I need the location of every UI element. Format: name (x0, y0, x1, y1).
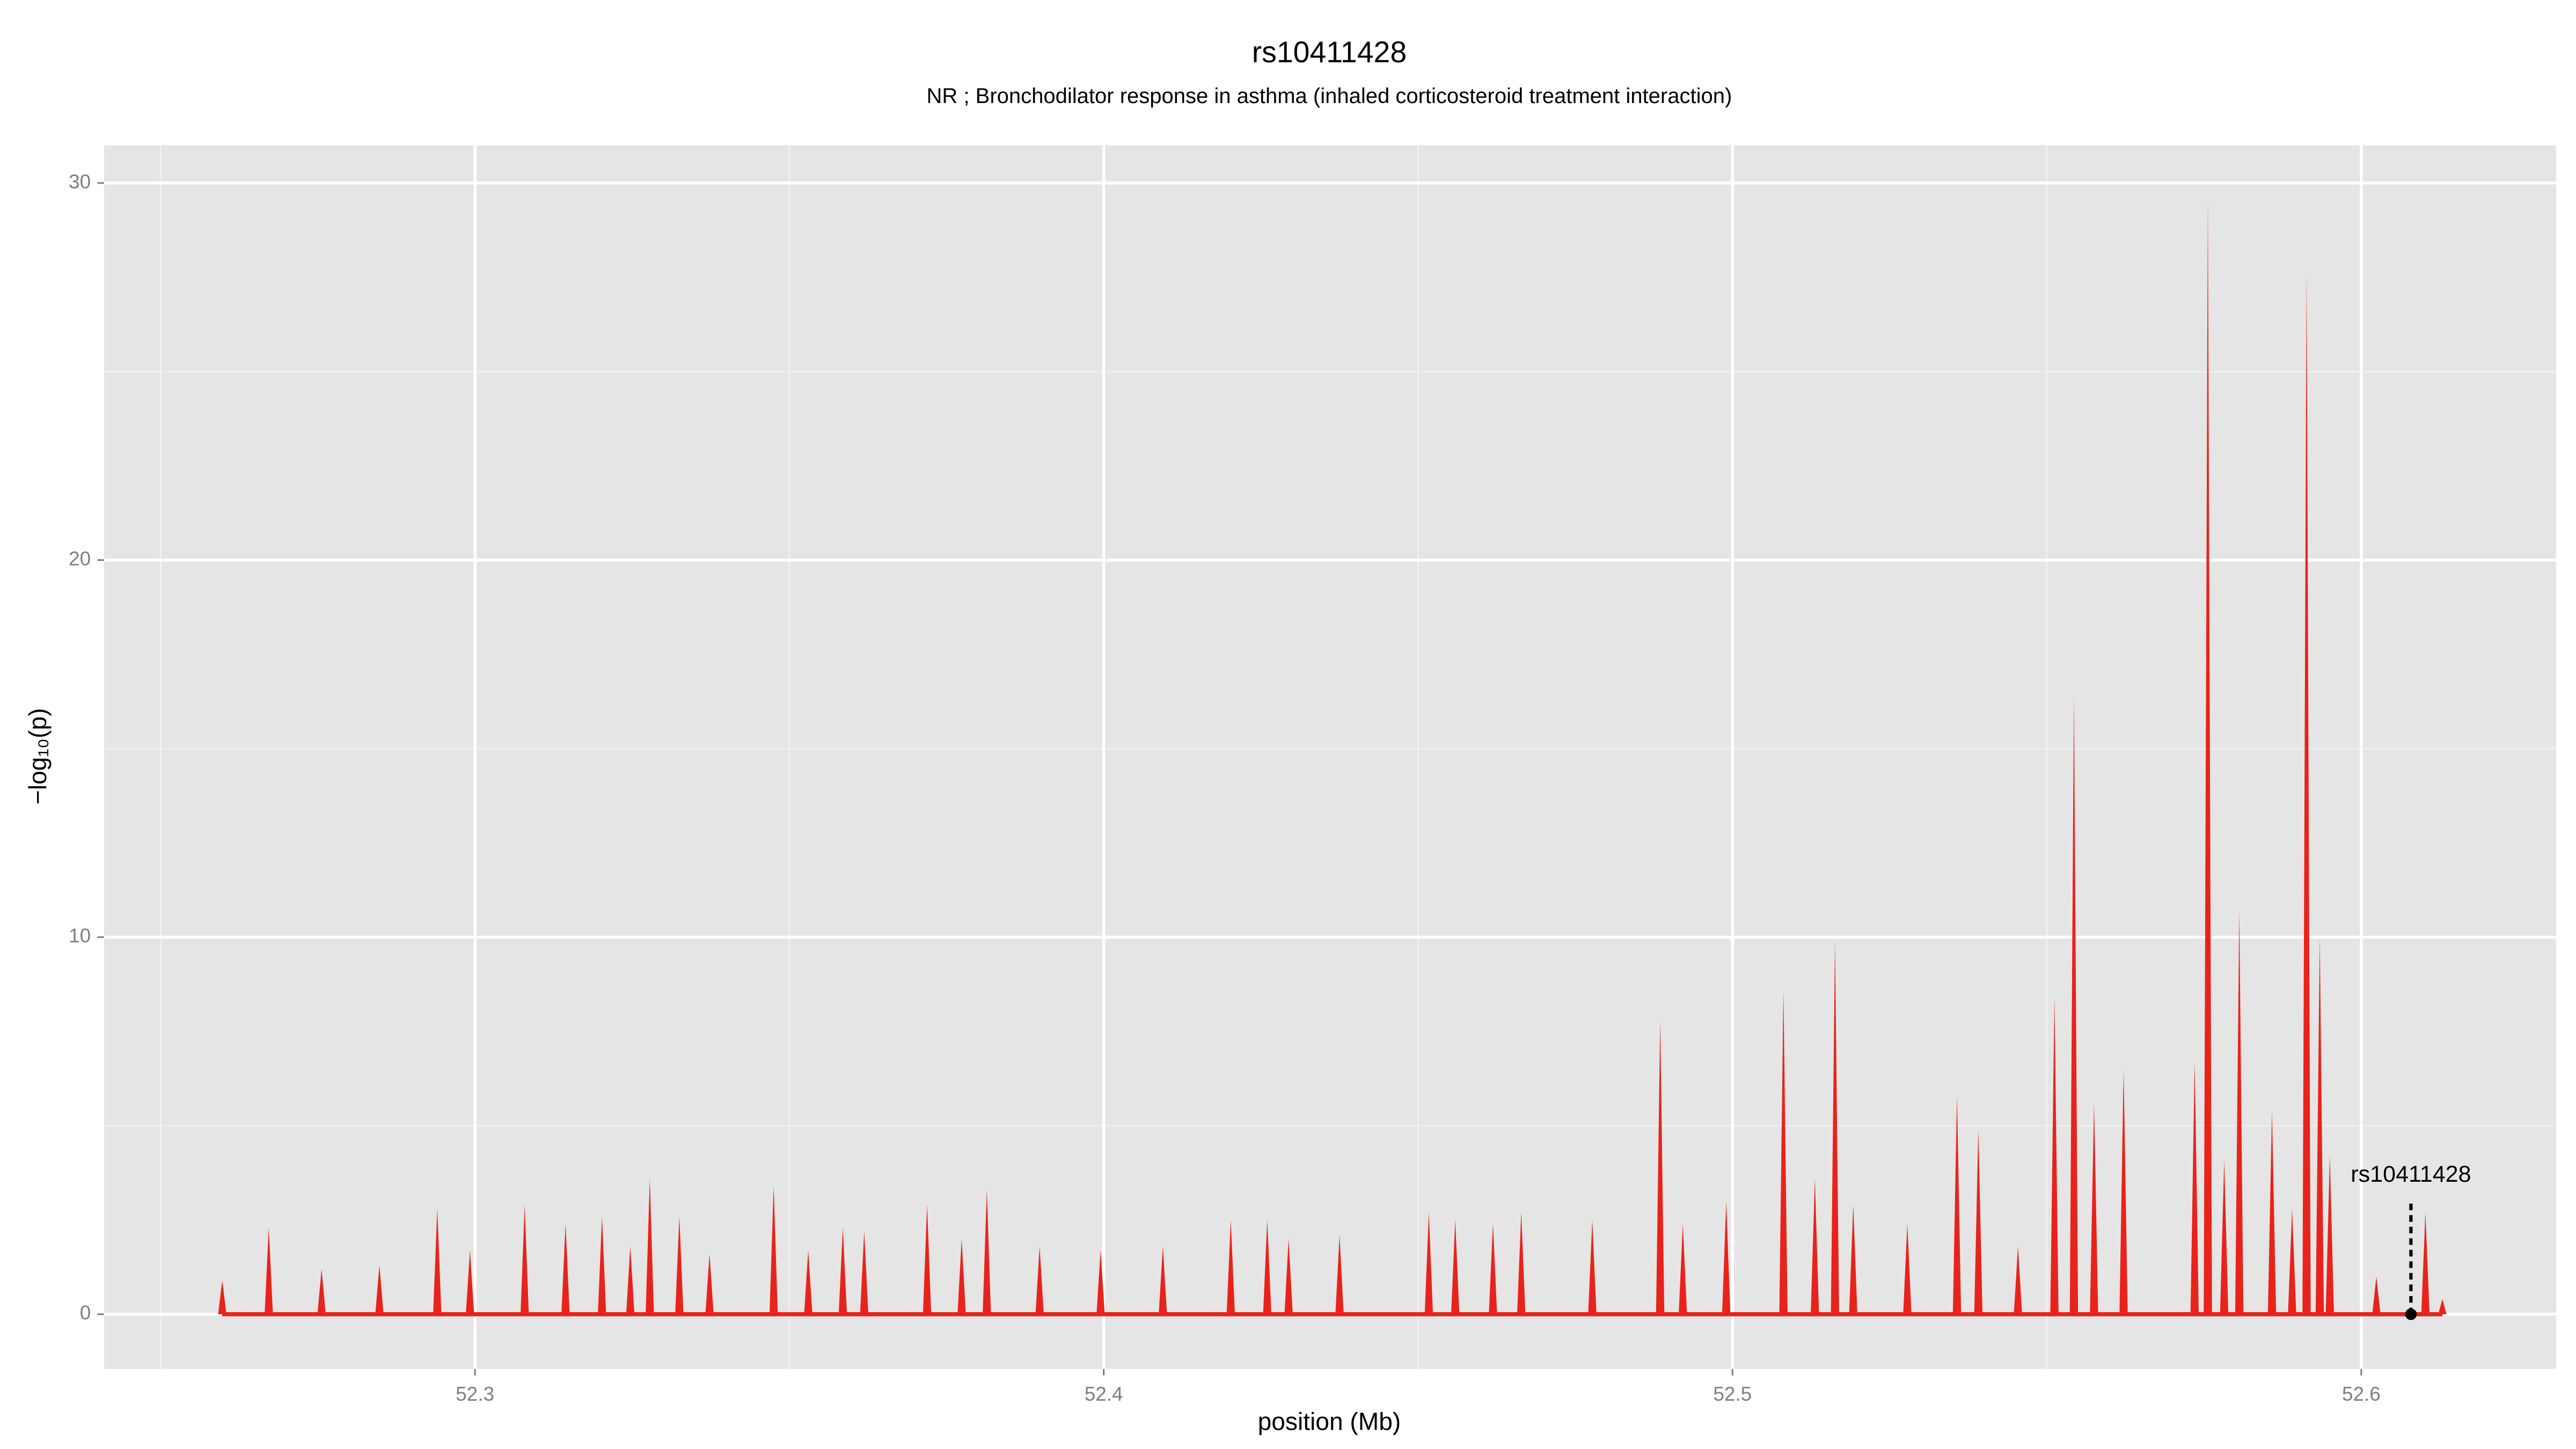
x-tick-label: 52.4 (1085, 1383, 1123, 1405)
spike (2288, 1209, 2296, 1314)
spike (466, 1250, 474, 1314)
x-tick-label: 52.6 (2342, 1383, 2381, 1405)
spike (769, 1185, 778, 1314)
spike (923, 1205, 932, 1314)
spike (2325, 1155, 2334, 1314)
spike (2438, 1299, 2447, 1314)
spike (1489, 1224, 1497, 1314)
spike (2190, 1062, 2199, 1314)
spike (1284, 1239, 1293, 1314)
spike (2315, 937, 2324, 1314)
spike (1722, 1201, 1731, 1314)
labels: 52.3 52.4 52.5 52.6 0 10 20 30 rs10411428 (69, 171, 2471, 1405)
annotation-point (2405, 1308, 2417, 1320)
spike (1263, 1220, 1271, 1314)
plot-panel (104, 145, 2557, 1369)
spike (1035, 1246, 1044, 1314)
spike (675, 1216, 684, 1314)
spike (2302, 269, 2311, 1314)
annotation-label: rs10411428 (2351, 1161, 2471, 1187)
spike (1779, 990, 1788, 1314)
spike (1159, 1246, 1167, 1314)
spike (705, 1254, 714, 1314)
spike (2050, 997, 2059, 1314)
spike (218, 1280, 226, 1314)
spike (983, 1190, 991, 1314)
spike (598, 1216, 606, 1314)
spike (1096, 1250, 1105, 1314)
x-axis-label: position (Mb) (1258, 1407, 1401, 1435)
spike (1903, 1224, 1912, 1314)
spike (1588, 1220, 1597, 1314)
spike (1656, 1020, 1665, 1314)
spike (2069, 696, 2079, 1314)
spike (2090, 1103, 2098, 1314)
spike (2220, 1159, 2229, 1314)
spike (433, 1209, 442, 1314)
spike (1679, 1224, 1687, 1314)
y-tick-label: 0 (80, 1302, 91, 1324)
spike (838, 1227, 847, 1314)
x-tick-label: 52.3 (456, 1383, 494, 1405)
spike (265, 1227, 273, 1314)
spike (646, 1178, 654, 1314)
marks (218, 198, 2447, 1316)
spike (957, 1239, 966, 1314)
spike (1517, 1212, 1526, 1314)
y-tick-label: 10 (69, 925, 91, 947)
spike (520, 1205, 529, 1314)
chart-subtitle: NR ; Bronchodilator response in asthma (… (927, 84, 1732, 108)
x-tick-label: 52.5 (1713, 1383, 1752, 1405)
spike (1226, 1220, 1235, 1314)
spike (804, 1250, 813, 1314)
y-tick-label: 20 (69, 547, 91, 569)
spike (2204, 198, 2212, 1314)
spike (2267, 1110, 2277, 1314)
spike (2372, 1276, 2381, 1314)
spike (1849, 1205, 1857, 1314)
spike (1451, 1220, 1460, 1314)
spike (375, 1265, 384, 1314)
spike (317, 1269, 326, 1314)
spike (626, 1246, 635, 1314)
spike (1335, 1235, 1344, 1314)
y-tick-label: 30 (69, 171, 91, 193)
spike (2235, 911, 2244, 1314)
spike (860, 1231, 868, 1314)
chart-title: rs10411428 (1252, 35, 1407, 69)
y-axis-label: −log₁₀(p) (24, 708, 52, 804)
spike (1424, 1212, 1433, 1314)
grid (104, 145, 2557, 1369)
spike (561, 1224, 570, 1314)
spike (1952, 1095, 1962, 1314)
spike (2421, 1212, 2430, 1314)
spike (1974, 1129, 1983, 1314)
spike (1811, 1178, 1819, 1314)
spike (2014, 1246, 2022, 1314)
spike (1831, 941, 1839, 1314)
spike (2119, 1069, 2128, 1314)
